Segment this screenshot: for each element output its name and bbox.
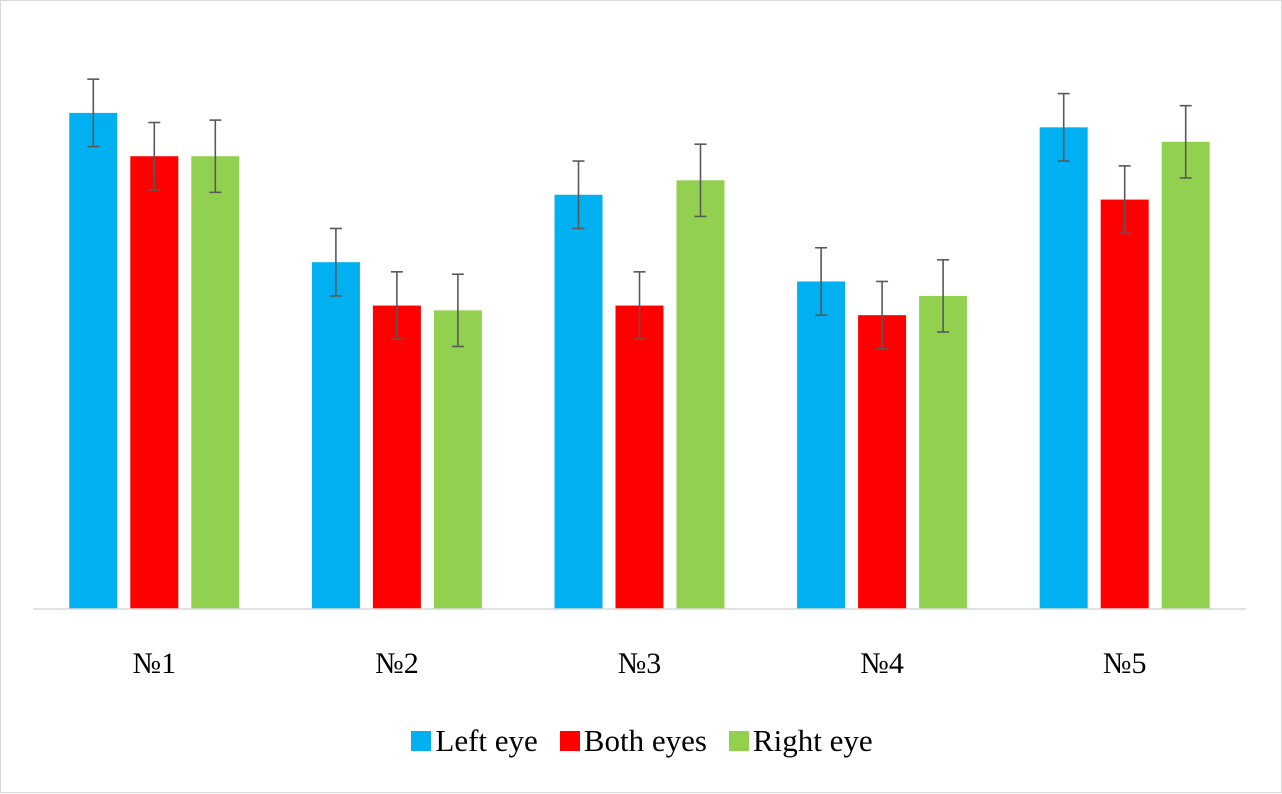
bar	[372, 305, 421, 609]
bar	[919, 295, 968, 609]
bar	[615, 305, 664, 609]
x-tick-label: №3	[618, 647, 662, 680]
bar	[1100, 199, 1149, 610]
bar	[858, 315, 907, 609]
bar	[311, 262, 360, 609]
legend-item: Right eye	[728, 723, 873, 759]
x-tick-label: №4	[860, 647, 904, 680]
bar	[1161, 141, 1210, 610]
legend-item: Both eyes	[559, 723, 707, 759]
x-tick-label: №5	[1103, 647, 1147, 680]
x-tick-label: №2	[375, 647, 419, 680]
bar	[130, 156, 179, 609]
legend-swatch	[559, 731, 580, 751]
bar	[797, 281, 846, 609]
legend-item: Left eye	[411, 723, 538, 759]
bar	[554, 194, 603, 609]
legend-swatch	[728, 731, 749, 751]
bar	[433, 310, 482, 609]
legend-label: Left eye	[435, 723, 538, 758]
chart-legend: Left eye Both eyes Right eye	[1, 723, 1282, 759]
x-tick-label: №1	[132, 647, 176, 680]
bar	[1039, 127, 1088, 609]
bar	[69, 112, 118, 609]
legend-label: Both eyes	[583, 723, 707, 758]
legend-label: Right eye	[752, 723, 873, 758]
legend-swatch	[411, 731, 432, 751]
bar	[191, 156, 240, 609]
bar	[676, 180, 725, 610]
